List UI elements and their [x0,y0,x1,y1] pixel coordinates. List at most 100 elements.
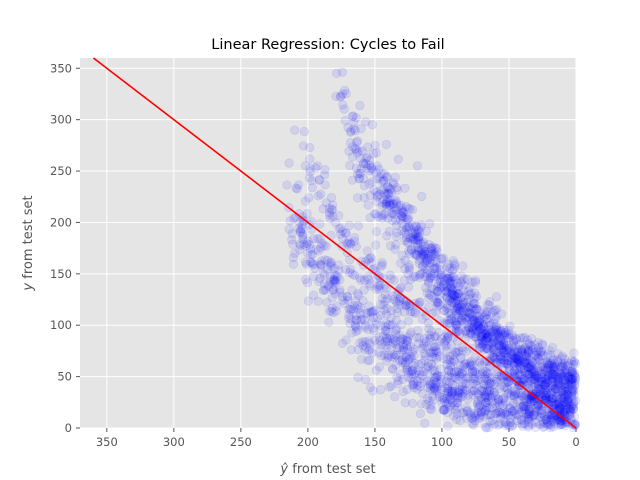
scatter-point [531,407,541,417]
scatter-point [404,265,415,275]
scatter-point [523,363,534,373]
scatter-point [416,220,426,230]
scatter-point [539,412,549,422]
scatter-point [450,296,461,306]
scatter-point [542,378,552,388]
scatter-point [422,376,432,386]
scatter-point [563,389,573,399]
scatter-point [516,364,526,374]
scatter-point [527,357,538,368]
scatter-point [480,373,490,383]
scatter-point [500,417,510,427]
scatter-point [411,249,421,259]
scatter-point [471,324,482,334]
scatter-point [363,274,374,284]
scatter-point [370,140,380,150]
scatter-point [435,273,446,283]
scatter-point [555,403,565,413]
scatter-point [425,404,435,414]
scatter-point [432,382,442,392]
scatter-point [458,343,468,353]
scatter-point [528,348,538,358]
scatter-point [301,241,311,251]
scatter-point [449,264,459,274]
scatter-point [490,336,500,346]
scatter-point [404,248,415,258]
scatter-point [483,345,493,355]
scatter-point [328,284,338,295]
scatter-point [467,322,477,333]
scatter-point [550,399,560,409]
scatter-point [300,196,311,206]
scatter-point [473,321,483,331]
scatter-point [386,241,396,251]
scatter-point [342,238,352,248]
scatter-point [475,400,485,410]
scatter-point [525,396,536,407]
scatter-point [372,161,382,171]
scatter-point [553,390,564,400]
scatter-point [488,337,498,348]
scatter-point [543,349,553,359]
scatter-point [544,410,554,420]
scatter-point [534,355,544,365]
scatter-point [420,351,431,361]
scatter-point [490,314,500,325]
scatter-point [346,314,356,324]
scatter-point [461,379,472,389]
scatter-point [382,231,392,241]
scatter-point [487,339,497,349]
scatter-point [313,296,323,306]
scatter-point [299,127,309,137]
scatter-point [509,366,519,376]
scatter-point [486,320,496,330]
scatter-point [470,376,481,387]
scatter-point [389,352,400,362]
scatter-point [540,415,551,425]
scatter-point [369,149,379,159]
scatter-point [487,415,497,426]
scatter-point [380,209,391,219]
scatter-point [569,412,579,422]
scatter-point [298,141,309,151]
scatter-points [282,67,581,433]
scatter-point [410,221,421,231]
scatter-point [329,275,340,286]
scatter-point [417,378,427,388]
scatter-point [469,315,479,325]
scatter-point [340,85,350,95]
scatter-point [457,408,467,418]
scatter-point [455,388,465,398]
scatter-point [343,292,353,302]
scatter-point [440,305,450,316]
scatter-point [319,240,329,250]
scatter-point [484,324,494,335]
scatter-point [549,385,559,395]
scatter-point [480,393,490,403]
scatter-point [320,180,330,190]
scatter-point [512,368,523,378]
scatter-point [423,276,434,286]
scatter-point [313,246,324,256]
scatter-point [502,407,512,417]
scatter-point [406,351,416,361]
scatter-point [305,163,315,174]
scatter-point [309,290,319,300]
scatter-point [324,282,334,292]
scatter-point [460,314,470,324]
scatter-point [554,378,564,388]
scatter-point [397,211,407,221]
scatter-point [435,261,445,271]
scatter-point [557,386,567,396]
scatter-point [493,394,504,404]
scatter-point [338,89,348,99]
scatter-point [476,374,486,385]
scatter-point [367,257,377,268]
scatter-point [367,162,377,172]
scatter-point [445,360,456,370]
scatter-point [498,346,508,356]
scatter-point [389,294,399,305]
scatter-point [481,334,491,344]
scatter-point [397,345,408,356]
scatter-point [550,367,560,377]
